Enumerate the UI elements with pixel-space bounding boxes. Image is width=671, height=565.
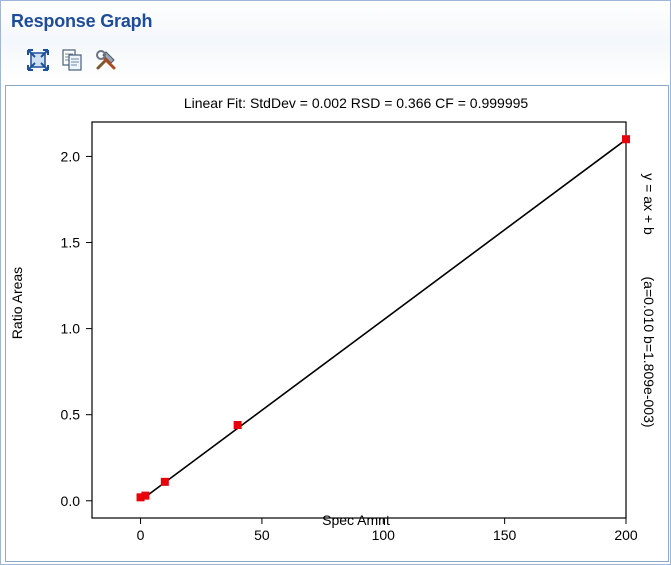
fit-to-window-button[interactable] (25, 47, 51, 73)
fit-equation-label: y = ax + b (641, 173, 657, 235)
x-tick-label: 100 (372, 527, 396, 543)
x-tick-label: 50 (254, 527, 270, 543)
x-tick-label: 0 (137, 527, 145, 543)
graph-toolbar (25, 47, 119, 73)
data-points-layer (136, 135, 630, 502)
fit-line-layer (140, 138, 627, 502)
x-tick-label: 200 (614, 527, 638, 543)
plot-area (91, 121, 627, 519)
fit-coefficients-label: (a=0.010 b=1.809e-003) (641, 276, 657, 427)
copy-icon (62, 49, 82, 71)
data-point (160, 477, 169, 486)
chart-frame: Linear Fit: StdDev = 0.002 RSD = 0.366 C… (5, 85, 669, 562)
y-tick-label: 2.0 (61, 148, 81, 164)
y-tick-label: 0.0 (61, 493, 81, 509)
y-axis: 0.0 0.5 1.0 1.5 2.0 (61, 148, 92, 509)
fit-line (140, 138, 627, 502)
x-tick-label: 150 (493, 527, 517, 543)
data-point (136, 493, 145, 502)
x-axis: 0 50 100 150 200 (137, 518, 638, 543)
chart-title: Linear Fit: StdDev = 0.002 RSD = 0.366 C… (184, 95, 529, 111)
x-axis-label: Spec Amnt (322, 512, 390, 528)
data-point (233, 421, 242, 430)
y-axis-label: Ratio Areas (9, 267, 25, 339)
copy-button[interactable] (59, 47, 85, 73)
data-point (141, 491, 150, 500)
panel-title: Response Graph (11, 11, 153, 31)
tools-icon (96, 50, 116, 70)
fit-to-window-icon (27, 49, 49, 71)
data-point (622, 135, 630, 144)
y-tick-label: 0.5 (61, 407, 81, 423)
y-tick-label: 1.5 (61, 235, 81, 251)
tools-button[interactable] (93, 47, 119, 73)
y-tick-label: 1.0 (61, 321, 81, 337)
response-chart: Linear Fit: StdDev = 0.002 RSD = 0.366 C… (9, 95, 657, 543)
